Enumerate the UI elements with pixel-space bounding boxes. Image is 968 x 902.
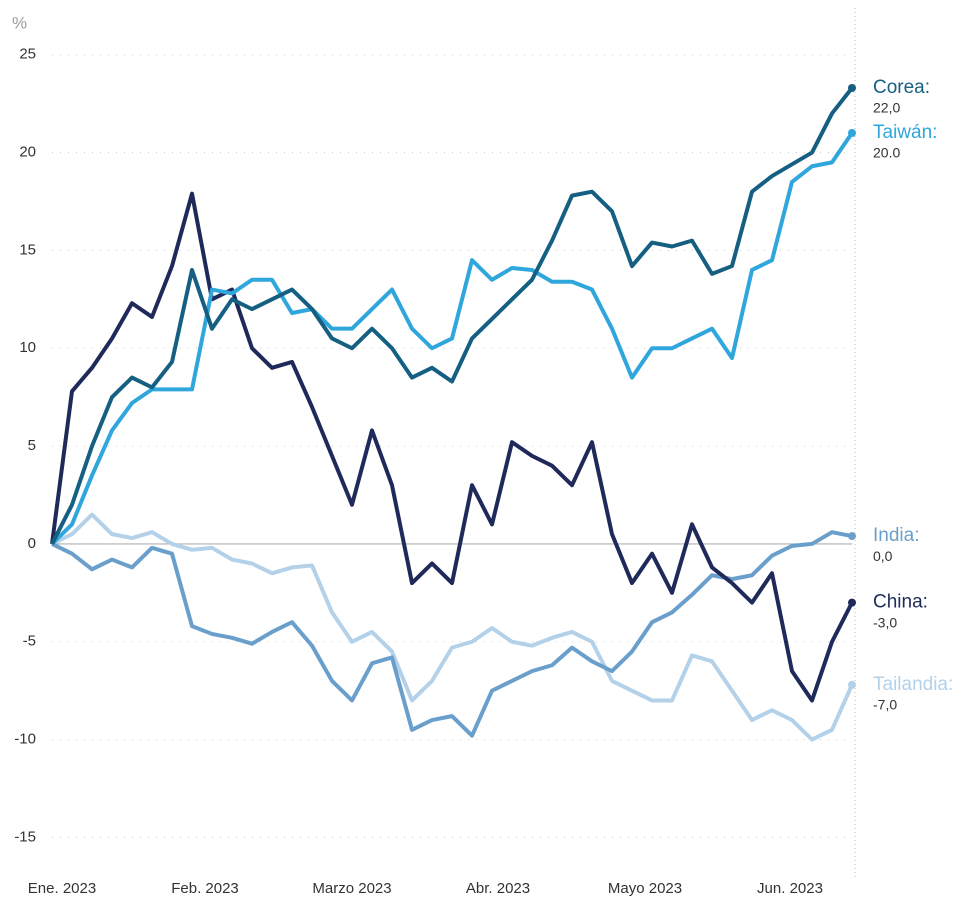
end-point xyxy=(848,532,856,541)
series-label: India: xyxy=(873,525,919,546)
y-axis-label: % xyxy=(12,13,27,32)
y-tick-label: 0 xyxy=(28,535,36,552)
series-end-note: 20.0 xyxy=(873,145,900,161)
series-label: Taiwán: xyxy=(873,122,937,143)
series-line xyxy=(50,191,854,703)
x-tick-label: Ene. 2023 xyxy=(28,880,96,897)
x-tick-label: Feb. 2023 xyxy=(171,880,239,897)
y-tick-label: -5 xyxy=(23,633,36,650)
series-label: China: xyxy=(873,592,928,613)
series-line xyxy=(51,530,853,738)
end-point xyxy=(848,129,856,138)
x-tick-label: Abr. 2023 xyxy=(466,880,530,897)
y-tick-label: 20 xyxy=(19,144,36,161)
y-tick-label: 5 xyxy=(28,437,36,454)
y-tick-label: 10 xyxy=(19,339,36,356)
y-tick-label: 25 xyxy=(19,46,36,63)
x-tick-label: Jun. 2023 xyxy=(757,880,823,897)
y-tick-label: -10 xyxy=(14,731,36,748)
series-end-note: -7,0 xyxy=(873,697,897,713)
series-end-note: 0,0 xyxy=(873,548,893,564)
end-point xyxy=(848,598,856,607)
series-line xyxy=(51,512,854,742)
series-line xyxy=(50,86,854,545)
end-point xyxy=(848,83,856,92)
y-tick-label: -15 xyxy=(14,828,36,845)
series-end-note: -3,0 xyxy=(873,614,897,630)
x-tick-label: Marzo 2023 xyxy=(312,880,391,897)
series-label: Corea: xyxy=(873,77,930,98)
y-tick-label: 15 xyxy=(19,241,36,258)
series-end-note: 22,0 xyxy=(873,100,900,116)
series-label: Tailandia: xyxy=(873,674,953,695)
x-tick-label: Mayo 2023 xyxy=(608,880,682,897)
series-line xyxy=(50,131,854,546)
end-point xyxy=(848,680,856,689)
